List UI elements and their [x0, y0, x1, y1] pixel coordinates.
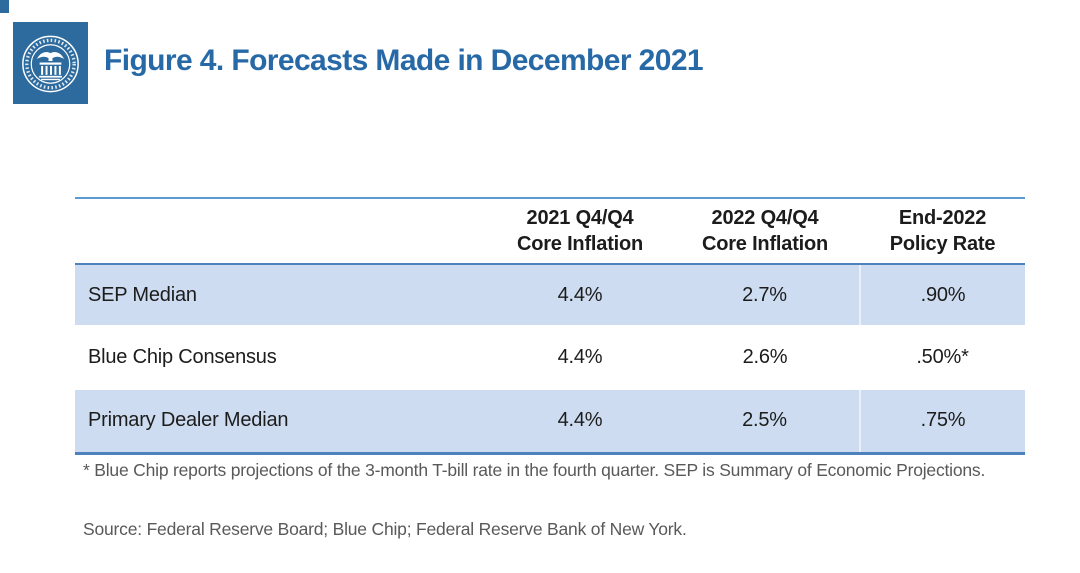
- header-row-label-column: [75, 197, 490, 265]
- slide-corner-fragment: [0, 0, 9, 13]
- federal-reserve-seal-icon: [22, 35, 79, 93]
- cell-value: 2.6%: [742, 346, 788, 368]
- cell-value: .90%: [859, 264, 1025, 325]
- forecast-table: 2021 Q4/Q4 Core Inflation 2022 Q4/Q4 Cor…: [75, 197, 1025, 455]
- header-2021-core-inflation: 2021 Q4/Q4 Core Inflation: [490, 197, 670, 265]
- footnote: * Blue Chip reports projections of the 3…: [83, 460, 986, 480]
- header-line-1: End-2022: [898, 206, 987, 229]
- row-label: Blue Chip Consensus: [88, 346, 277, 368]
- cell-value: 2.7%: [742, 283, 787, 306]
- table-row: Blue Chip Consensus 4.4% 2.6% .50%*: [75, 325, 1025, 390]
- row-label: SEP Median: [88, 283, 197, 306]
- cell-value: 4.4%: [557, 346, 603, 368]
- cell-value: .75%: [859, 390, 1025, 455]
- header-line-2: Policy Rate: [889, 233, 996, 255]
- table-row: SEP Median 4.4% 2.7% .90%: [75, 264, 1025, 325]
- figure-title: Figure 4. Forecasts Made in December 202…: [104, 44, 704, 77]
- header-line-1: 2022 Q4/Q4: [711, 206, 819, 229]
- header-line-2: Core Inflation: [701, 233, 829, 255]
- table-header-row: 2021 Q4/Q4 Core Inflation 2022 Q4/Q4 Cor…: [75, 197, 1025, 265]
- table-body: SEP Median 4.4% 2.7% .90% Blue Chip Cons…: [75, 264, 1025, 455]
- cell-value: 4.4%: [490, 390, 670, 455]
- source-line: Source: Federal Reserve Board; Blue Chip…: [83, 519, 687, 539]
- table-row: Primary Dealer Median 4.4% 2.5% .75%: [75, 390, 1025, 455]
- cell-value: 4.4%: [557, 283, 603, 306]
- header-2022-core-inflation: 2022 Q4/Q4 Core Inflation: [670, 197, 860, 265]
- header-line-1: 2021 Q4/Q4: [526, 206, 634, 229]
- cell-value: 2.5%: [670, 390, 860, 455]
- header-end-2022-policy-rate: End-2022 Policy Rate: [860, 197, 1025, 265]
- row-label: Primary Dealer Median: [75, 390, 490, 455]
- cell-value: .50%*: [916, 346, 969, 368]
- header-line-2: Core Inflation: [516, 233, 644, 255]
- federal-reserve-logo: [13, 22, 88, 104]
